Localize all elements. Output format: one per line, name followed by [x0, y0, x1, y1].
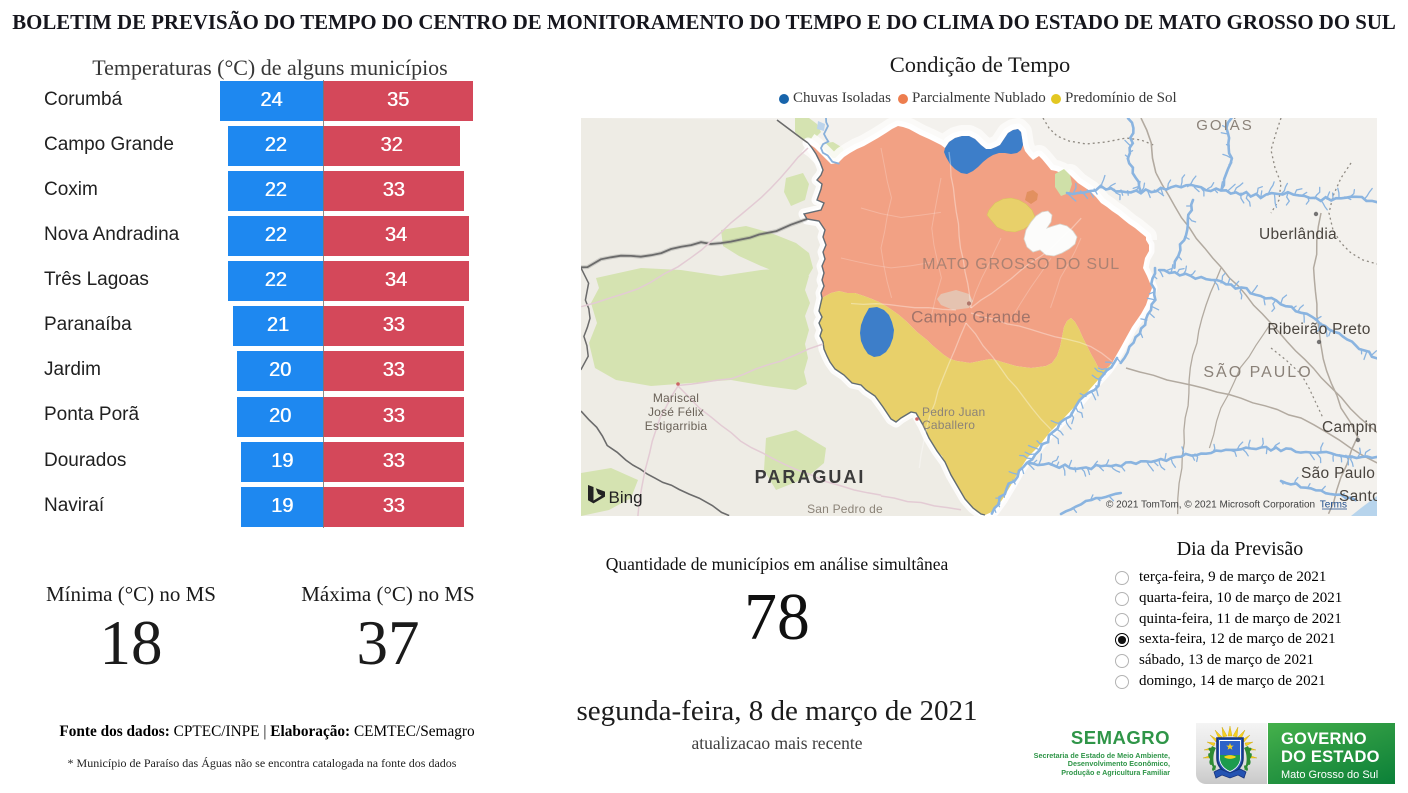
svg-text:Uberlândia: Uberlândia [1259, 226, 1337, 243]
svg-text:Campo Grande: Campo Grande [911, 308, 1031, 327]
svg-text:Caballero: Caballero [922, 418, 975, 432]
svg-text:Mariscal: Mariscal [653, 391, 699, 405]
svg-text:José Félix: José Félix [648, 405, 704, 419]
svg-text:Estigarribia: Estigarribia [645, 419, 708, 433]
svg-text:Pedro Juan: Pedro Juan [922, 405, 985, 419]
svg-text:Terms: Terms [1320, 500, 1347, 511]
svg-text:San Pedro de: San Pedro de [807, 502, 883, 516]
svg-text:São Paulo: São Paulo [1301, 465, 1375, 482]
svg-text:GOIÁS: GOIÁS [1196, 118, 1254, 134]
svg-text:MATO GROSSO DO SUL: MATO GROSSO DO SUL [922, 256, 1120, 273]
svg-text:Santos: Santos [1339, 488, 1377, 505]
svg-text:Ribeirão Preto: Ribeirão Preto [1267, 321, 1370, 338]
svg-text:PARAGUAI: PARAGUAI [755, 467, 866, 487]
svg-text:© 2021 TomTom, © 2021 Microsof: © 2021 TomTom, © 2021 Microsoft Corporat… [1106, 500, 1315, 511]
svg-text:Campinas: Campinas [1322, 419, 1377, 436]
svg-text:SÃO PAULO: SÃO PAULO [1203, 361, 1312, 381]
svg-text:Bing: Bing [609, 488, 643, 507]
